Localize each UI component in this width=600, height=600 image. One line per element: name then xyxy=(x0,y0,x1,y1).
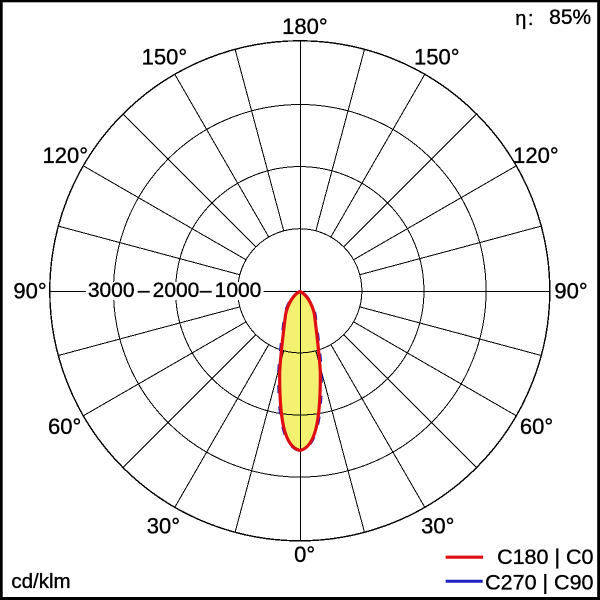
svg-text:η:: η: xyxy=(515,8,535,30)
svg-text:–: – xyxy=(200,279,212,302)
svg-text:90°: 90° xyxy=(13,279,46,304)
svg-text:1000: 1000 xyxy=(215,279,262,302)
svg-text:30°: 30° xyxy=(147,513,180,538)
svg-text:90°: 90° xyxy=(554,279,587,304)
svg-text:2000: 2000 xyxy=(153,279,200,302)
svg-text:85%: 85% xyxy=(549,6,591,29)
svg-text:60°: 60° xyxy=(48,414,81,439)
svg-text:C180 | C0: C180 | C0 xyxy=(497,545,593,569)
svg-text:3000: 3000 xyxy=(88,279,135,302)
svg-text:120°: 120° xyxy=(513,143,559,168)
svg-text:150°: 150° xyxy=(142,44,188,69)
svg-text:120°: 120° xyxy=(43,143,89,168)
svg-text:60°: 60° xyxy=(520,414,553,439)
svg-text:cd/klm: cd/klm xyxy=(11,570,70,593)
svg-text:–: – xyxy=(138,279,150,302)
svg-text:150°: 150° xyxy=(414,44,460,69)
svg-text:180°: 180° xyxy=(282,14,328,39)
svg-text:0°: 0° xyxy=(294,542,315,567)
svg-text:30°: 30° xyxy=(421,513,454,538)
svg-text:C270 | C90: C270 | C90 xyxy=(485,570,593,594)
